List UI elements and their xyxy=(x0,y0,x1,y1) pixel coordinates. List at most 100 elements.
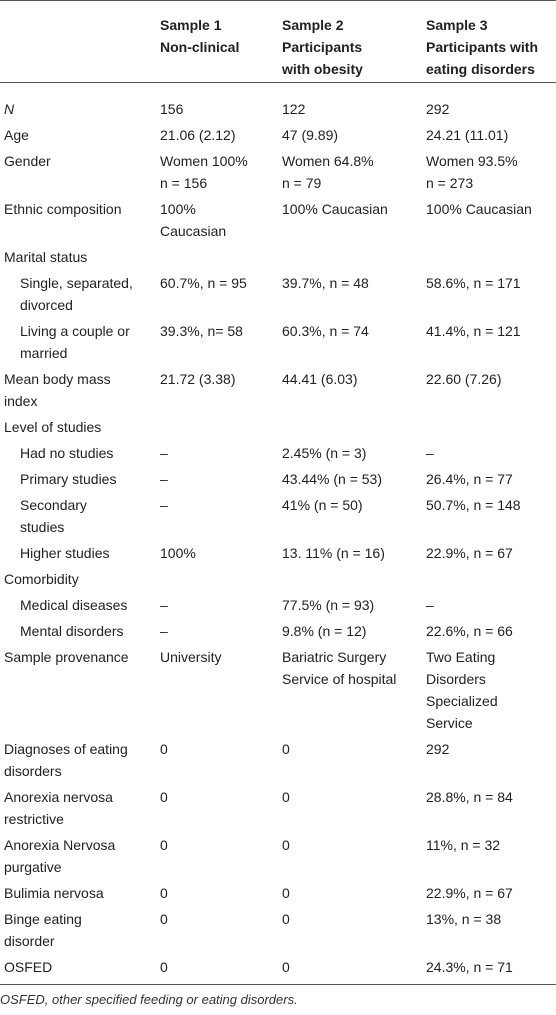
table-row: Medical diseases – 77.5% (n = 93) – xyxy=(0,592,556,618)
cell: University xyxy=(160,649,222,665)
cell: 0 xyxy=(160,837,168,853)
cell xyxy=(422,566,556,592)
row-label: Single, separated, divorced xyxy=(20,275,133,313)
cell: 21.06 (2.12) xyxy=(160,127,236,143)
cell: 41% (n = 50) xyxy=(282,497,363,513)
table-row: Anorexia nervosa restrictive 0 0 28.8%, n =… xyxy=(0,784,556,832)
cell: 0 xyxy=(282,959,290,975)
footnote: OSFED, other specified feeding or eating… xyxy=(0,992,298,1007)
row-label: Marital status xyxy=(4,249,88,265)
cell: 22.60 (7.26) xyxy=(426,371,502,387)
data-table: Sample 1 Non-clinical Sample 2 Participa… xyxy=(0,0,556,985)
cell: 13. 11% (n = 16) xyxy=(282,545,385,561)
table-head: Sample 1 Non-clinical Sample 2 Participa… xyxy=(0,0,556,83)
cell: 0 xyxy=(282,789,290,805)
cell: Women 93.5% n = 273 xyxy=(426,153,518,191)
cell xyxy=(422,414,556,440)
row-label: Level of studies xyxy=(4,419,102,435)
cell: 50.7%, n = 148 xyxy=(426,497,521,513)
row-label: N xyxy=(4,101,15,117)
cell: – xyxy=(426,445,434,461)
cell: 39.7%, n = 48 xyxy=(282,275,369,291)
cell: 292 xyxy=(426,101,450,117)
row-label: Binge eating disorder xyxy=(4,911,82,949)
table-row: Bulimia nervosa 0 0 22.9%, n = 67 xyxy=(0,880,556,906)
table-row: Mean body mass index 21.72 (3.38) 44.41 (6… xyxy=(0,366,556,414)
table-row: Living a couple or married 39.3%, n= 58 60… xyxy=(0,318,556,366)
cell: – xyxy=(160,597,168,613)
cell: – xyxy=(160,497,168,513)
header-row: Sample 1 Non-clinical Sample 2 Participa… xyxy=(0,0,556,83)
table-row: Marital status xyxy=(0,244,556,270)
cell: Bariatric Surgery Service of hospital xyxy=(282,649,397,687)
cell: 0 xyxy=(282,911,290,927)
cell: Women 64.8% n = 79 xyxy=(282,153,374,191)
cell: 47 (9.89) xyxy=(282,127,339,143)
cell: 0 xyxy=(160,741,168,757)
table-row: Higher studies 100% 13. 11% (n = 16) 22.9%,… xyxy=(0,540,556,566)
row-label: Secondary studies xyxy=(20,497,87,535)
table-row: Primary studies – 43.44% (n = 53) 26.4%, n … xyxy=(0,466,556,492)
cell: 22.9%, n = 67 xyxy=(426,545,513,561)
table-row: N 156 122 292 xyxy=(0,83,556,123)
cell: 0 xyxy=(160,885,168,901)
table-row: Secondary studies – 41% (n = 50) 50.7%, n =… xyxy=(0,492,556,540)
cell: 100% Caucasian xyxy=(282,201,388,217)
cell: Two Eating Disorders Specialized Service xyxy=(426,649,498,731)
cell xyxy=(156,566,278,592)
cell: 13%, n = 38 xyxy=(426,911,502,927)
table-row: Age 21.06 (2.12) 47 (9.89) 24.21 (11.01) xyxy=(0,122,556,148)
table-row: Sample provenance University Bariatric Sur… xyxy=(0,644,556,736)
table-row: OSFED 0 0 24.3%, n = 71 xyxy=(0,954,556,985)
header-cell: Sample 1 Non-clinical xyxy=(160,17,240,55)
cell: 44.41 (6.03) xyxy=(282,371,358,387)
cell: – xyxy=(160,471,168,487)
row-label: Ethnic composition xyxy=(4,201,122,217)
header-cell: Sample 3 Participants with eating disord… xyxy=(426,17,539,77)
cell: 0 xyxy=(282,885,290,901)
table-row: Mental disorders – 9.8% (n = 12) 22.6%, n =… xyxy=(0,618,556,644)
cell: 60.3%, n = 74 xyxy=(282,323,369,339)
row-label: Diagnoses of eating disorders xyxy=(4,741,128,779)
cell: 39.3%, n= 58 xyxy=(160,323,243,339)
table-row: Anorexia Nervosa purgative 0 0 11%, n = 32 xyxy=(0,832,556,880)
cell: 22.6%, n = 66 xyxy=(426,623,513,639)
table-row: Diagnoses of eating disorders 0 0 292 xyxy=(0,736,556,784)
cell xyxy=(156,414,278,440)
header-cell xyxy=(0,1,156,83)
cell: 122 xyxy=(282,101,306,117)
cell: 21.72 (3.38) xyxy=(160,371,236,387)
cell: 156 xyxy=(160,101,184,117)
cell: 11%, n = 32 xyxy=(426,837,501,853)
table-row: Comorbidity xyxy=(0,566,556,592)
cell: 43.44% (n = 53) xyxy=(282,471,383,487)
cell: 24.21 (11.01) xyxy=(426,127,509,143)
cell: – xyxy=(160,623,168,639)
cell xyxy=(156,244,278,270)
cell: 100% xyxy=(160,545,196,561)
row-label: Sample provenance xyxy=(4,649,129,665)
row-label: Living a couple or married xyxy=(20,323,130,361)
row-label: Age xyxy=(4,127,29,143)
row-label: Bulimia nervosa xyxy=(4,885,104,901)
cell xyxy=(278,244,422,270)
row-label: Had no studies xyxy=(20,445,114,461)
row-label: Primary studies xyxy=(20,471,117,487)
table-row: Single, separated, divorced 60.7%, n = 95… xyxy=(0,270,556,318)
header-cell: Sample 2 Participants with obesity xyxy=(282,17,363,77)
row-label: Mean body mass index xyxy=(4,371,111,409)
cell: 22.9%, n = 67 xyxy=(426,885,513,901)
cell: 0 xyxy=(282,741,290,757)
row-label: Anorexia nervosa restrictive xyxy=(4,789,113,827)
table-row: Had no studies – 2.45% (n = 3) – xyxy=(0,440,556,466)
cell: Women 100% n = 156 xyxy=(160,153,248,191)
cell: 24.3%, n = 71 xyxy=(426,959,513,975)
table-row: Level of studies xyxy=(0,414,556,440)
cell xyxy=(278,566,422,592)
cell: 100% Caucasian xyxy=(160,201,227,239)
row-label: Gender xyxy=(4,153,51,169)
cell: 292 xyxy=(426,741,450,757)
cell: 2.45% (n = 3) xyxy=(282,445,367,461)
